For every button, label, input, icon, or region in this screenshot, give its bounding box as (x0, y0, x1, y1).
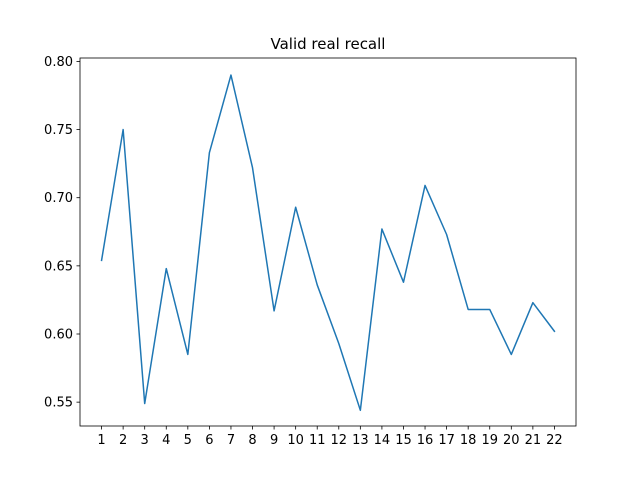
y-tick-label-3: 0.65 (44, 259, 73, 274)
y-tick-label-2: 0.60 (44, 328, 73, 343)
x-tick-label-4: 4 (162, 433, 170, 448)
x-tick-label-21: 21 (525, 433, 542, 448)
x-tick-label-17: 17 (438, 433, 455, 448)
x-tick-label-10: 10 (287, 433, 304, 448)
x-tick-label-5: 5 (184, 433, 192, 448)
x-tick-label-1: 1 (97, 433, 105, 448)
x-tick-label-22: 22 (546, 433, 563, 448)
x-tick-label-9: 9 (270, 433, 278, 448)
x-tick-label-12: 12 (331, 433, 348, 448)
x-tick-label-15: 15 (395, 433, 412, 448)
x-tick-label-11: 11 (309, 433, 326, 448)
y-tick-label-5: 0.75 (44, 123, 73, 138)
y-tick-label-6: 0.80 (44, 55, 73, 70)
x-tick-label-16: 16 (417, 433, 434, 448)
axes-frame (79, 57, 577, 427)
y-tick-label-1: 0.55 (44, 396, 73, 411)
series-line-1 (100, 74, 556, 412)
x-tick-label-20: 20 (503, 433, 520, 448)
x-tick-label-2: 2 (119, 433, 127, 448)
x-tick-label-7: 7 (227, 433, 235, 448)
x-tick-label-3: 3 (141, 433, 149, 448)
plot-area: 1 2 3 4 5 6 7 8 9 10 11 12 13 14 15 16 17 18 19 20 21 220.550… (44, 55, 577, 448)
x-tick-label-18: 18 (460, 433, 477, 448)
y-tick-label-4: 0.70 (44, 191, 73, 206)
x-tick-label-13: 13 (352, 433, 369, 448)
x-tick-label-19: 19 (481, 433, 498, 448)
x-tick-label-6: 6 (205, 433, 213, 448)
x-tick-label-8: 8 (248, 433, 256, 448)
chart-title: Valid real recall (271, 35, 386, 53)
x-tick-label-14: 14 (374, 433, 391, 448)
